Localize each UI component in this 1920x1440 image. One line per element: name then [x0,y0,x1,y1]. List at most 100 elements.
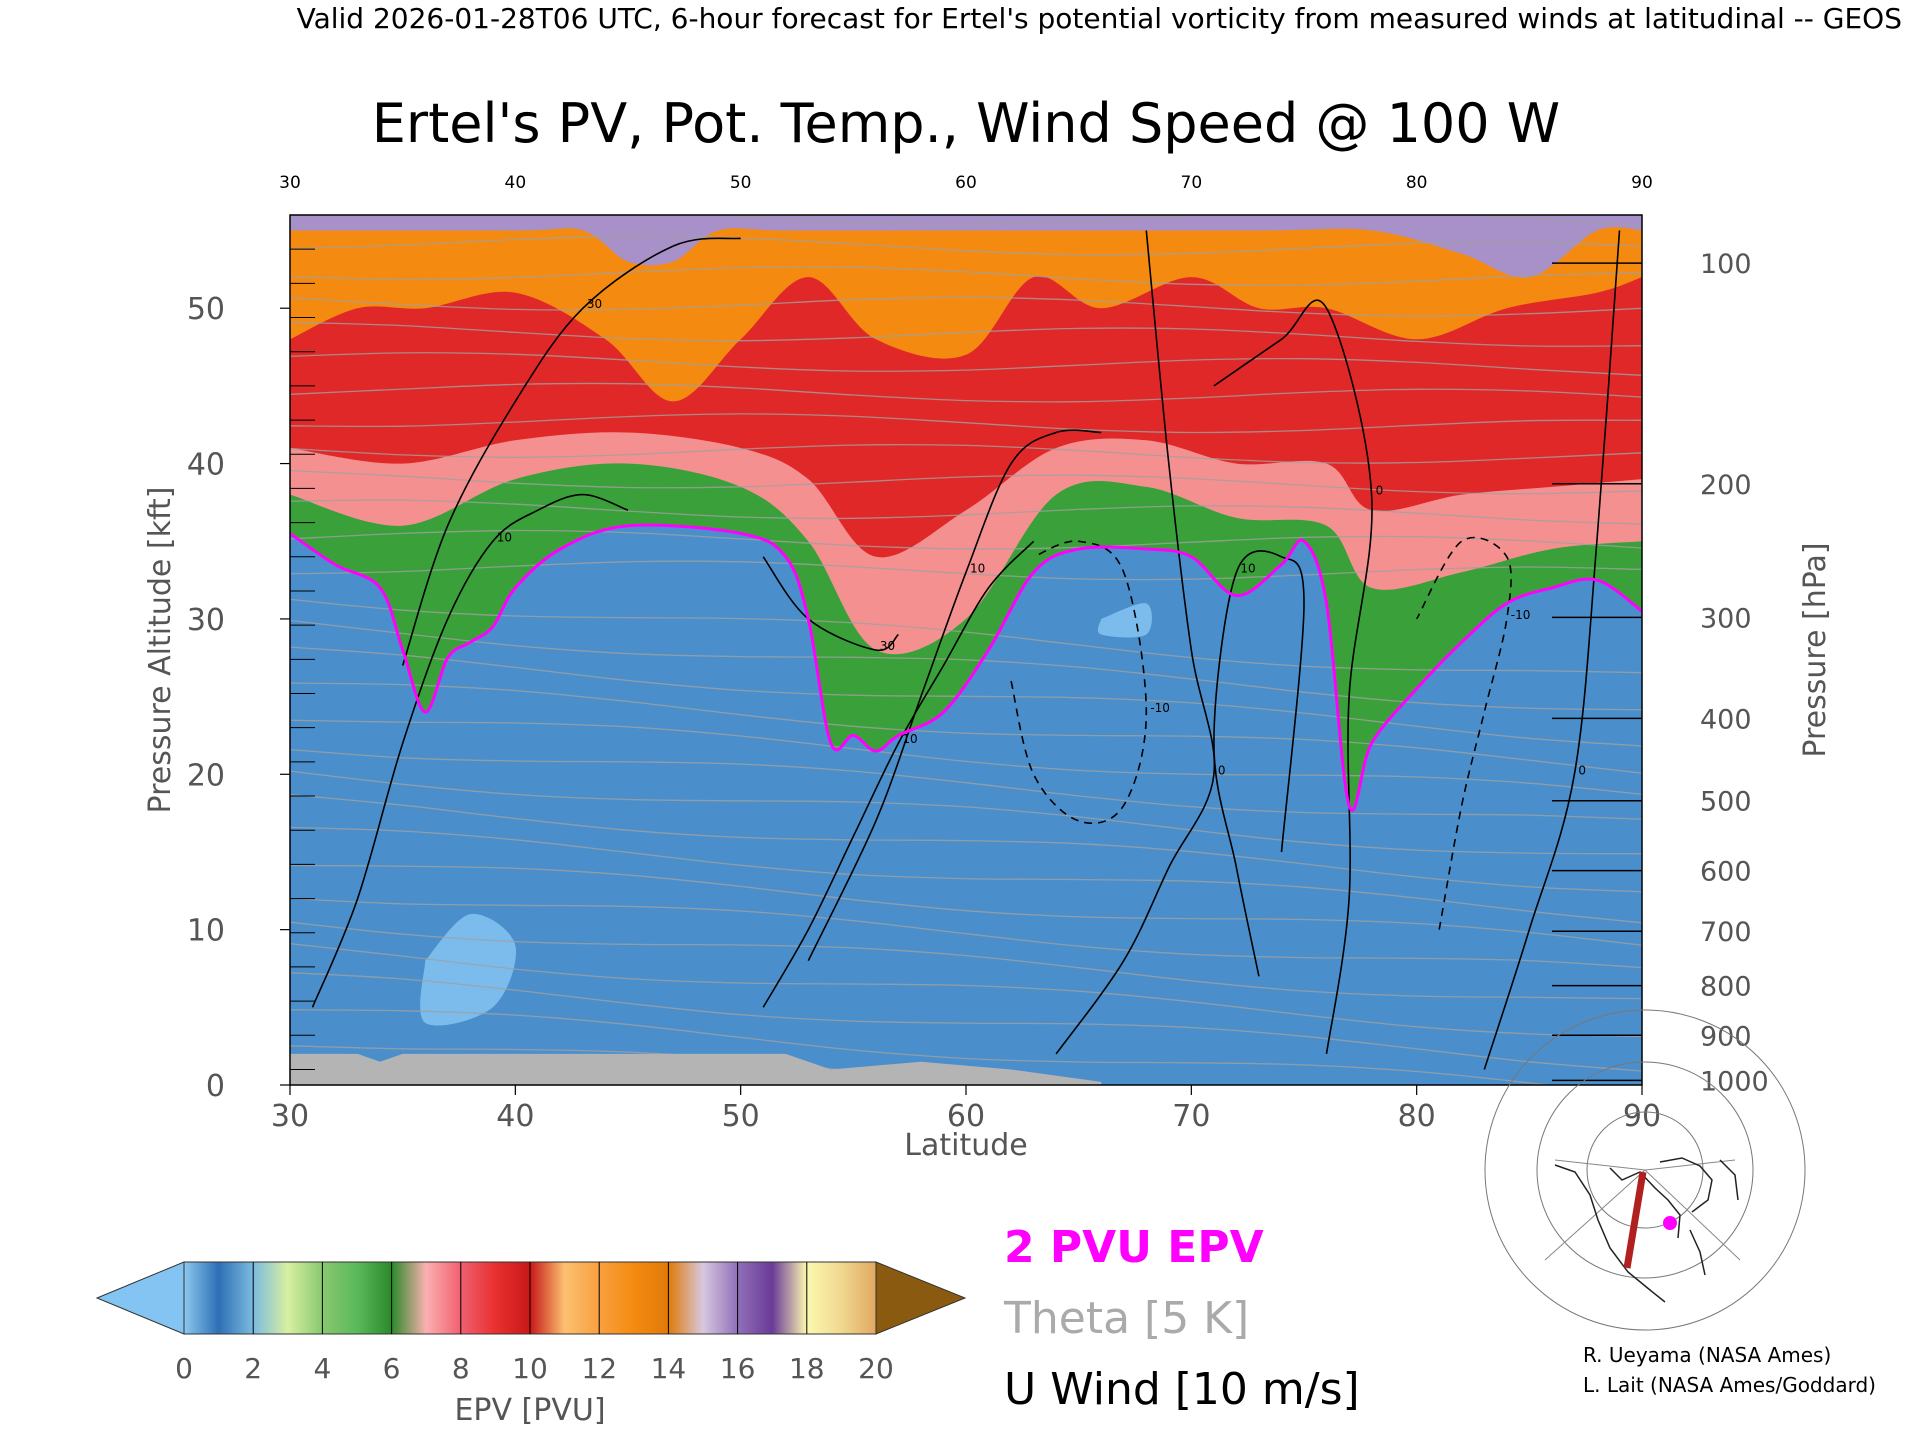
x-tick-label: 30 [271,1099,309,1134]
cross-section-track [1623,1171,1647,1269]
pressure-tick-label: 900 [1700,1021,1752,1052]
theta-line [290,443,1642,464]
wind-contour [1416,536,1512,930]
wind-contour-label: 30 [587,297,602,311]
tropopause-2pvu-line [290,523,1642,812]
credit-2: L. Lait (NASA Ames/Goddard) [1583,1373,1876,1397]
theta-line [290,942,1642,1038]
colorbar-tick-label: 0 [175,1352,193,1385]
wind-contour-label: 10 [497,530,512,544]
theta-line [290,921,1642,1000]
legend-uwind: U Wind [10 m/s] [1004,1364,1360,1415]
wind-contour [1213,299,1373,1055]
pressure-tick-label: 700 [1700,917,1752,948]
map-marker [1663,1216,1677,1230]
x-tick-label: 50 [722,1099,760,1134]
colorbar-tick-label: 18 [789,1352,825,1385]
colorbar-label: EPV [PVU] [454,1393,605,1428]
theta-line [710,215,1642,226]
theta-line [290,266,1642,286]
theta-line [290,382,1642,403]
y-tick-label: 20 [187,758,225,793]
colorbar-tick-label: 16 [720,1352,756,1385]
theta-line [290,793,1642,893]
colorbar: 0 2 4 6 8 10 12 14 16 18 20 EPV [PVU] [95,1261,967,1428]
wind-contour-label: 10 [1240,561,1255,575]
chart-title: Ertel's PV, Pot. Temp., Wind Speed @ 100… [372,92,1560,155]
theta-line [290,646,1642,747]
theta-line [290,321,1642,347]
terrain [290,1053,1102,1085]
colorbar-over-arrow [875,1261,967,1335]
y-tick-label: 0 [206,1069,225,1104]
wind-contour-label: 10 [970,561,985,575]
wind-contour-label: 30 [880,639,895,653]
y-tick-label: 50 [187,292,225,327]
x-tick-label-top: 30 [279,173,301,193]
wind-contour-label: 10 [902,732,917,746]
wind-contour-label: 0 [1218,763,1226,777]
pv-band-5 [290,215,1642,278]
colorbar-tick-label: 4 [313,1352,331,1385]
theta-line [290,529,1642,550]
legend-2pvu: 2 PVU EPV [1004,1222,1264,1273]
colorbar-under-arrow [95,1261,185,1335]
pressure-tick-label: 1000 [1700,1066,1769,1097]
x-tick-label: 60 [947,1099,985,1134]
pressure-axis-label: Pressure [hPa] [1798,542,1833,757]
theta-line [290,719,1642,795]
theta-line [290,770,1642,855]
pressure-tick-label: 500 [1700,787,1752,818]
theta-line [290,897,1642,969]
theta-line [290,469,1642,495]
colorbar-tick-label: 6 [383,1352,401,1385]
locator-map [1484,1009,1806,1331]
pressure-tick-label: 800 [1700,972,1752,1003]
pressure-tick-label: 600 [1700,857,1752,888]
x-tick-label: 80 [1398,1099,1436,1134]
x-tick-label-top: 50 [730,173,752,193]
x-tick-label-top: 70 [1181,173,1203,193]
legend: 2 PVU EPV Theta [5 K] U Wind [10 m/s] [1003,1222,1360,1415]
y-tick-label: 40 [187,448,225,483]
x-tick-label-top: 90 [1631,173,1653,193]
wind-contour-label: 0 [1376,484,1384,498]
theta-line [290,352,1642,376]
x-tick-label-top: 60 [955,173,977,193]
x-axis-label: Latitude [904,1128,1027,1163]
wind-contour [762,540,1035,1008]
theta-line [290,619,1642,711]
theta-line [290,864,1642,946]
colorbar-tick-label: 20 [858,1352,894,1385]
x-tick-label: 90 [1623,1099,1661,1134]
pressure-tick-label: 300 [1700,603,1752,634]
colorbar-tick-label: 8 [452,1352,470,1385]
pressure-tick-label: 100 [1700,249,1752,280]
wind-contour [1213,550,1305,977]
theta-line [290,413,1642,434]
legend-theta: Theta [5 K] [1003,1293,1249,1344]
map-coastlines [1554,1157,1739,1303]
colorbar-tick-label: 10 [512,1352,548,1385]
y-axis-label: Pressure Altitude [kft] [143,487,178,814]
theta-line [290,598,1642,674]
theta-line [290,499,1642,525]
x-tick-label-top: 40 [505,173,527,193]
colorbar-tick-label: 14 [651,1352,687,1385]
colorbar-tick-label: 2 [244,1352,262,1385]
low-pv-patch-1 [420,913,517,1026]
pressure-tick-label: 200 [1700,470,1752,501]
y-tick-label: 30 [187,603,225,638]
x-tick-label: 40 [496,1099,534,1134]
theta-line [290,748,1642,820]
theta-line [290,971,1642,1072]
theta-line [290,296,1642,317]
theta-line [290,1009,1554,1085]
credit-1: R. Ueyama (NASA Ames) [1583,1343,1831,1367]
wind-contour-label: -10 [1511,608,1531,622]
theta-line [290,826,1642,924]
x-tick-label-top: 80 [1406,173,1428,193]
wind-contour [762,556,899,651]
theta-line [290,235,1642,256]
